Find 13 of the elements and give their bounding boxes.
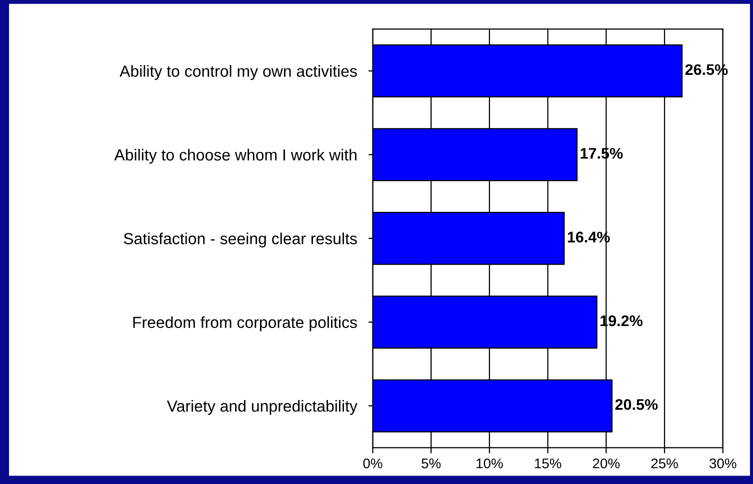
x-tick-label: 0%: [363, 458, 382, 468]
y-tick-label: Satisfaction - seeing clear results: [124, 232, 357, 248]
x-tick-label: 5%: [422, 458, 441, 468]
y-tick-label: Variety and unpredictability: [166, 400, 358, 415]
x-tick-label: 25%: [651, 458, 678, 468]
y-tick-label: Freedom from corporate politics: [133, 316, 357, 332]
x-tick-label: 15%: [534, 458, 562, 468]
y-tick-label: Ability to control my own activities: [120, 65, 357, 80]
x-tick-label: 20%: [592, 458, 620, 468]
x-tick-label: 10%: [476, 458, 503, 468]
x-tick-label: 30%: [710, 458, 736, 468]
data-label: 20.5%: [615, 399, 658, 410]
y-tick-label: Ability to choose whom I work with: [114, 148, 356, 164]
